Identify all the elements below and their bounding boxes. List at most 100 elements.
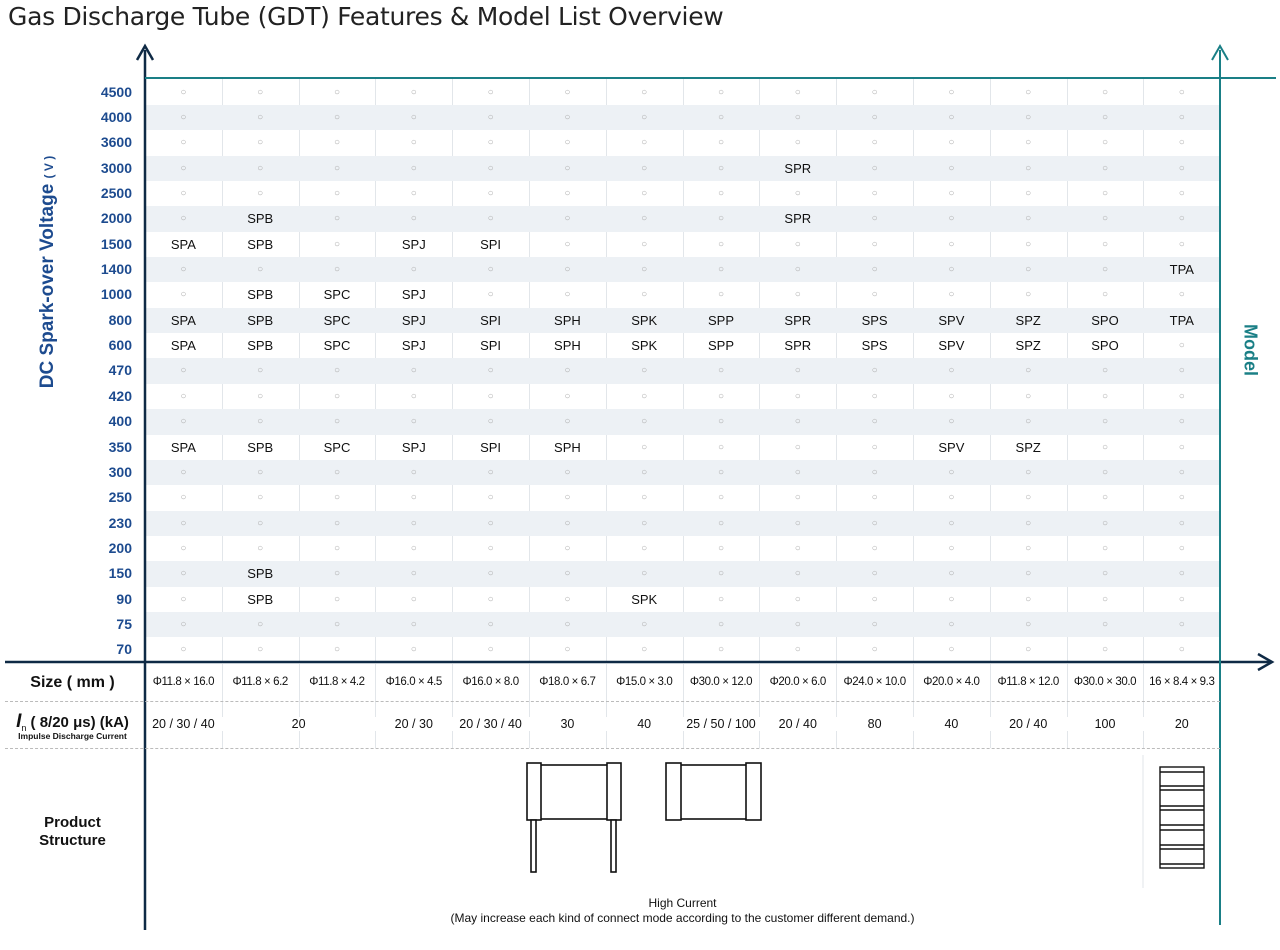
footnote-line2: (May increase each kind of connect mode … <box>450 911 915 925</box>
empty-cell-marker: ○ <box>948 264 955 276</box>
empty-cell-marker: ○ <box>717 162 725 174</box>
current-sublabel: Impulse Discharge Current <box>18 731 127 741</box>
model-cell[interactable]: SPB <box>247 312 274 328</box>
empty-cell-marker: ○ <box>871 644 878 656</box>
empty-cell-marker: ○ <box>641 517 648 529</box>
empty-cell-marker: ○ <box>487 542 494 554</box>
model-cell[interactable]: SPO <box>1091 312 1119 328</box>
model-cell[interactable]: SPA <box>170 312 196 328</box>
voltage-tick-label: 3000 <box>100 159 132 176</box>
model-cell[interactable]: SPJ <box>401 338 426 354</box>
model-cell[interactable]: SPO <box>1091 338 1119 354</box>
empty-cell-marker: ○ <box>564 644 571 656</box>
model-cell[interactable]: SPJ <box>401 236 426 252</box>
model-cell[interactable]: SPB <box>247 338 274 354</box>
model-cell[interactable]: TPA <box>1169 262 1194 278</box>
model-cell[interactable]: SPS <box>861 312 888 328</box>
empty-cell-marker: ○ <box>410 264 417 276</box>
empty-cell-marker: ○ <box>180 86 187 98</box>
model-cell[interactable]: SPC <box>323 439 351 455</box>
model-cell[interactable]: SPB <box>247 566 274 582</box>
model-cell[interactable]: SPH <box>554 439 581 455</box>
empty-cell-marker: ○ <box>948 416 955 428</box>
size-cell: Φ16.0 × 4.5 <box>385 676 443 688</box>
model-cell[interactable]: SPC <box>323 287 351 303</box>
model-cell[interactable]: SPI <box>480 338 502 354</box>
empty-cell-marker: ○ <box>257 264 264 276</box>
size-cell: 16 × 8.4 × 9.3 <box>1149 676 1215 688</box>
empty-cell-marker: ○ <box>641 86 648 98</box>
empty-cell-marker: ○ <box>717 466 725 478</box>
column-divider <box>375 664 377 748</box>
model-cell[interactable]: SPJ <box>401 439 426 455</box>
model-cell[interactable]: SPS <box>861 338 888 354</box>
column-divider <box>759 664 761 748</box>
empty-cell-marker: ○ <box>948 213 955 225</box>
model-cell[interactable]: SPJ <box>401 287 426 303</box>
size-cell: Φ20.0 × 4.0 <box>923 676 980 688</box>
model-cell[interactable]: SPK <box>631 312 658 328</box>
empty-cell-marker: ○ <box>871 593 878 605</box>
model-cell[interactable]: SPI <box>480 312 502 328</box>
model-cell[interactable]: SPR <box>784 211 812 227</box>
model-cell[interactable]: TPA <box>1169 312 1194 328</box>
model-cell[interactable]: SPH <box>554 338 581 354</box>
empty-cell-marker: ○ <box>487 289 494 301</box>
empty-cell-marker: ○ <box>948 517 955 529</box>
bottom-axis-arrow-icon <box>1257 652 1275 672</box>
voltage-row <box>145 510 1220 536</box>
voltage-tick-label: 4500 <box>100 83 132 100</box>
model-cell[interactable]: SPA <box>170 439 196 455</box>
empty-cell-marker: ○ <box>487 162 494 174</box>
model-cell[interactable]: SPI <box>480 236 502 252</box>
empty-cell-marker: ○ <box>410 187 417 199</box>
left-axis-arrow-icon <box>135 43 155 61</box>
size-row-label: Size ( mm ) <box>30 674 115 691</box>
empty-cell-marker: ○ <box>180 517 187 529</box>
model-cell[interactable]: SPA <box>170 338 196 354</box>
model-cell[interactable]: SPZ <box>1015 439 1041 455</box>
column-divider <box>1066 664 1068 748</box>
model-cell[interactable]: SPK <box>631 591 658 607</box>
empty-cell-marker: ○ <box>1101 593 1109 605</box>
model-cell[interactable]: SPP <box>707 312 734 328</box>
empty-cell-marker: ○ <box>333 517 341 529</box>
model-cell[interactable]: SPK <box>631 338 658 354</box>
model-cell[interactable]: SPH <box>554 312 581 328</box>
model-cell[interactable]: SPI <box>480 439 502 455</box>
model-cell[interactable]: SPZ <box>1015 338 1041 354</box>
model-cell[interactable]: SPB <box>247 236 274 252</box>
empty-cell-marker: ○ <box>180 365 187 377</box>
empty-cell-marker: ○ <box>333 492 341 504</box>
empty-cell-marker: ○ <box>1101 289 1109 301</box>
empty-cell-marker: ○ <box>871 365 878 377</box>
empty-cell-marker: ○ <box>1025 644 1032 656</box>
model-cell[interactable]: SPV <box>938 439 965 455</box>
model-cell[interactable]: SPB <box>247 211 274 227</box>
empty-cell-marker: ○ <box>641 137 648 149</box>
model-cell[interactable]: SPV <box>938 338 965 354</box>
empty-cell-marker: ○ <box>1178 492 1185 504</box>
empty-cell-marker: ○ <box>1025 264 1032 276</box>
model-cell[interactable]: SPB <box>247 591 274 607</box>
empty-cell-marker: ○ <box>564 213 571 225</box>
model-cell[interactable]: SPR <box>784 160 812 176</box>
model-cell[interactable]: SPA <box>170 236 196 252</box>
empty-cell-marker: ○ <box>871 568 878 580</box>
model-cell[interactable]: SPP <box>707 338 734 354</box>
current-subscript: n <box>21 723 27 733</box>
model-cell[interactable]: SPV <box>938 312 965 328</box>
empty-cell-marker: ○ <box>794 517 801 529</box>
model-cell[interactable]: SPJ <box>401 312 426 328</box>
model-cell[interactable]: SPR <box>784 312 812 328</box>
empty-cell-marker: ○ <box>717 187 725 199</box>
empty-cell-marker: ○ <box>1178 187 1185 199</box>
model-cell[interactable]: SPR <box>784 338 812 354</box>
model-cell[interactable]: SPZ <box>1015 312 1041 328</box>
model-cell[interactable]: SPC <box>323 312 351 328</box>
model-cell[interactable]: SPC <box>323 338 351 354</box>
model-cell[interactable]: SPB <box>247 439 274 455</box>
empty-cell-marker: ○ <box>333 238 341 250</box>
model-cell[interactable]: SPB <box>247 287 274 303</box>
empty-cell-marker: ○ <box>1025 187 1032 199</box>
